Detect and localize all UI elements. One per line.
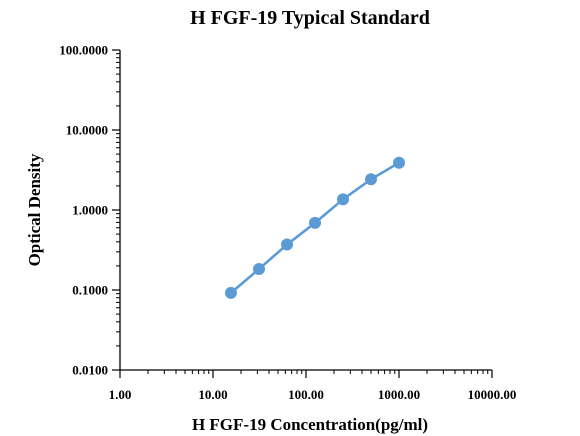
x-tick-label: 10000.00 bbox=[468, 387, 517, 402]
x-tick-label: 10.00 bbox=[198, 387, 227, 402]
x-tick-label: 1.00 bbox=[109, 387, 132, 402]
x-tick-label: 100.00 bbox=[288, 387, 324, 402]
y-tick-label: 1.0000 bbox=[72, 203, 108, 218]
x-tick-label: 1000.00 bbox=[378, 387, 420, 402]
y-tick-label: 0.0100 bbox=[72, 363, 108, 378]
data-point bbox=[224, 286, 237, 299]
y-tick-label: 0.1000 bbox=[72, 283, 108, 298]
x-ticks: 1.00 10.00 100.00 1000.00 10000.00 bbox=[109, 370, 517, 402]
axes: 0.0100 0.1000 1.0000 10.0000 100.0000 1.00 10… bbox=[59, 43, 516, 403]
y-ticks: 0.0100 0.1000 1.0000 10.0000 100.0000 bbox=[59, 43, 120, 378]
data-point bbox=[337, 193, 350, 206]
data-point bbox=[365, 173, 378, 186]
y-axis-label: Optical Density bbox=[25, 153, 44, 266]
y-tick-label: 100.0000 bbox=[59, 43, 108, 58]
data-point bbox=[253, 263, 266, 276]
data-point bbox=[281, 238, 294, 251]
y-tick-label: 10.0000 bbox=[66, 123, 108, 138]
x-axis-label: H FGF-19 Concentration(pg/ml) bbox=[192, 415, 428, 434]
series-layer bbox=[224, 156, 405, 299]
chart-title: H FGF-19 Typical Standard bbox=[190, 7, 430, 29]
data-point bbox=[309, 216, 322, 229]
data-point bbox=[393, 156, 405, 169]
